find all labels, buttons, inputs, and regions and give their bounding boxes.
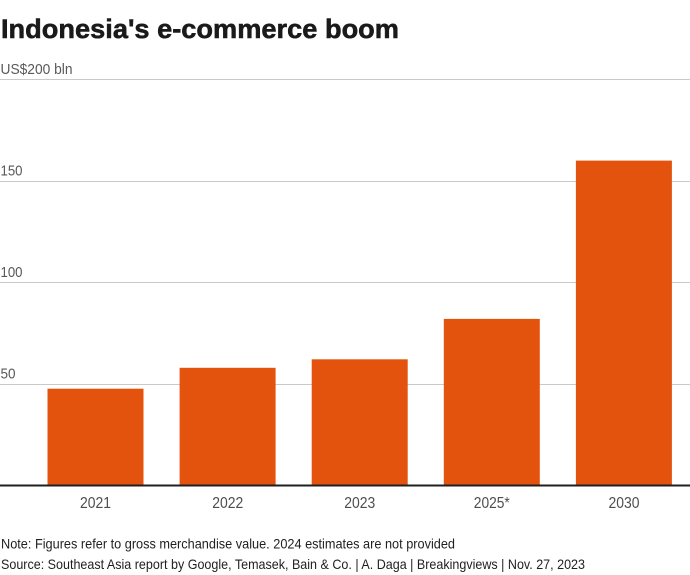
svg-text:US$200 bln: US$200 bln [1, 61, 73, 78]
svg-text:Indonesia's e-commerce boom: Indonesia's e-commerce boom [1, 14, 399, 44]
svg-text:Source: Southeast Asia report: Source: Southeast Asia report by Google,… [1, 556, 585, 572]
svg-text:50: 50 [1, 365, 16, 382]
svg-text:2025*: 2025* [474, 495, 510, 512]
svg-text:2023: 2023 [344, 495, 375, 512]
svg-text:100: 100 [1, 264, 23, 281]
svg-text:Note: Figures refer to gross m: Note: Figures refer to gross merchandise… [1, 535, 455, 551]
svg-text:2021: 2021 [80, 495, 111, 512]
svg-text:2030: 2030 [609, 495, 640, 512]
svg-text:2022: 2022 [212, 495, 243, 512]
svg-text:150: 150 [1, 163, 23, 180]
